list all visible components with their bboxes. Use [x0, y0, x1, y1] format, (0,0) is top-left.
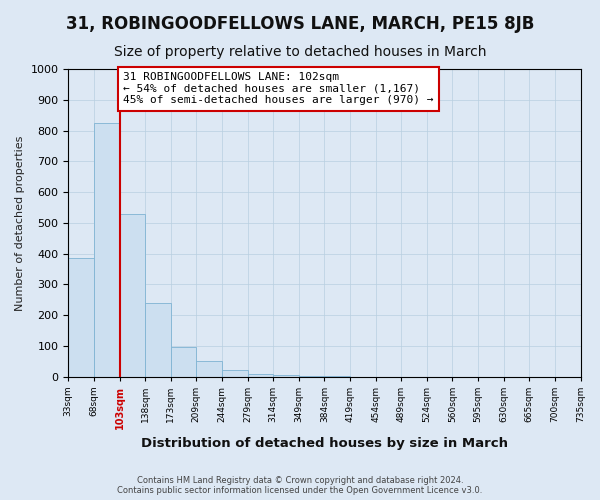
Y-axis label: Number of detached properties: Number of detached properties: [15, 135, 25, 310]
Text: Contains HM Land Registry data © Crown copyright and database right 2024.
Contai: Contains HM Land Registry data © Crown c…: [118, 476, 482, 495]
Text: 31 ROBINGOODFELLOWS LANE: 102sqm
← 54% of detached houses are smaller (1,167)
45: 31 ROBINGOODFELLOWS LANE: 102sqm ← 54% o…: [124, 72, 434, 106]
Bar: [94, 123, 119, 376]
Bar: [248, 374, 273, 376]
Bar: [196, 362, 222, 376]
Text: 31, ROBINGOODFELLOWS LANE, MARCH, PE15 8JB: 31, ROBINGOODFELLOWS LANE, MARCH, PE15 8…: [66, 15, 534, 33]
Bar: [119, 214, 145, 376]
Bar: [222, 370, 248, 376]
Bar: [68, 258, 94, 376]
X-axis label: Distribution of detached houses by size in March: Distribution of detached houses by size …: [141, 437, 508, 450]
Bar: [145, 303, 171, 376]
Text: Size of property relative to detached houses in March: Size of property relative to detached ho…: [114, 45, 486, 59]
Bar: [273, 375, 299, 376]
Bar: [171, 348, 196, 376]
